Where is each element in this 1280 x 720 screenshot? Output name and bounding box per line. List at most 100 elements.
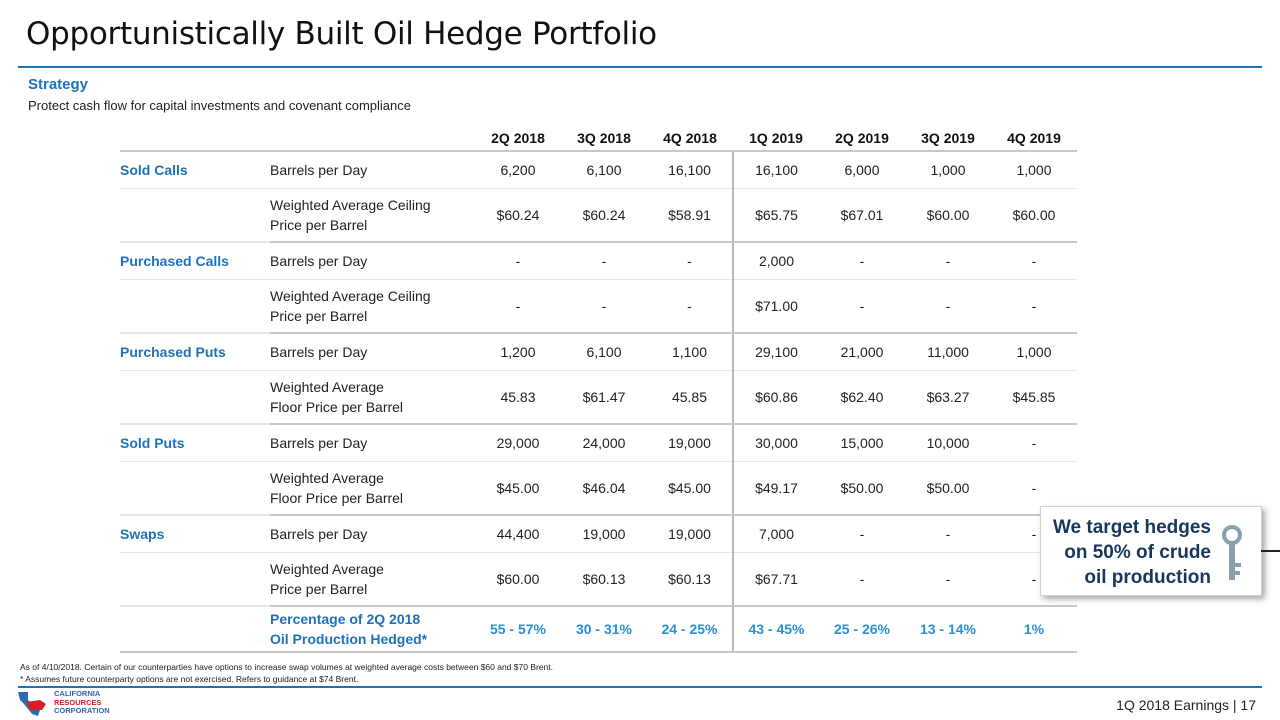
table-cell: $65.75	[732, 188, 819, 243]
category-label: Swaps	[120, 515, 270, 553]
footer-page-label: 1Q 2018 Earnings | 17	[1116, 697, 1256, 713]
footnote: As of 4/10/2018. Certain of our counterp…	[20, 662, 553, 672]
table-cell: $60.00	[905, 188, 991, 243]
table-cell: 1,000	[991, 151, 1077, 189]
table-cell: -	[819, 515, 905, 553]
table-row: Weighted Average Ceiling Price per Barrel…	[120, 279, 1077, 334]
table-cell: -	[905, 242, 991, 280]
hedge-table-body: Sold Calls Barrels per Day 6,200 6,100 16,10…	[120, 151, 1077, 653]
metric-line: Barrels per Day	[270, 162, 368, 178]
table-row: Purchased Puts Barrels per Day 1,200 6,100 1…	[120, 333, 1077, 371]
footnote: * Assumes future counterparty options ar…	[20, 674, 359, 684]
table-cell: -	[905, 515, 991, 553]
table-cell: 19,000	[647, 515, 733, 553]
table-cell: 6,000	[819, 151, 905, 189]
logo-line: CORPORATION	[54, 706, 110, 715]
table-cell: 21,000	[819, 333, 905, 371]
table-cell: 6,100	[561, 333, 647, 371]
table-cell: 6,100	[561, 151, 647, 189]
table-cell: $60.00	[475, 552, 561, 607]
metric-line: Price per Barrel	[270, 308, 368, 324]
table-cell: -	[991, 279, 1077, 334]
logo-line: RESOURCES	[54, 697, 102, 707]
table-cell: $49.17	[732, 461, 819, 516]
category-label	[120, 552, 270, 607]
metric-line: Price per Barrel	[270, 581, 368, 597]
table-cell: -	[991, 242, 1077, 280]
header-blank-metric	[270, 126, 475, 152]
category-label	[120, 461, 270, 516]
table-cell: $46.04	[561, 461, 647, 516]
metric-label: Weighted Average Ceiling Price per Barrel	[270, 279, 475, 334]
table-cell: 16,100	[732, 151, 819, 189]
table-row: Swaps Barrels per Day 44,400 19,000 19,000 7,…	[120, 515, 1077, 553]
hedge-table: 2Q 2018 3Q 2018 4Q 2018 1Q 2019 2Q 2019 …	[120, 126, 1077, 653]
callout-line: on 50% of crude	[1064, 542, 1211, 563]
title-divider	[18, 66, 1262, 68]
table-cell: 44,400	[475, 515, 561, 553]
table-row: Weighted Average Floor Price per Barrel $4…	[120, 461, 1077, 516]
table-cell: 29,100	[732, 333, 819, 371]
logo-line: CALIFORNIA	[54, 689, 101, 698]
table-cell: $60.24	[475, 188, 561, 243]
california-map-icon	[18, 692, 46, 716]
header-blank-category	[120, 126, 270, 152]
category-label: Sold Calls	[120, 151, 270, 189]
table-cell: 6,200	[475, 151, 561, 189]
percentage-cell: 25 - 26%	[819, 606, 905, 653]
table-cell: -	[647, 279, 733, 334]
table-cell: $50.00	[905, 461, 991, 516]
table-cell: $45.00	[647, 461, 733, 516]
table-cell: $58.91	[647, 188, 733, 243]
header-quarter: 1Q 2019	[733, 126, 819, 152]
company-logo: CALIFORNIA RESOURCES CORPORATION	[16, 689, 116, 718]
table-cell: $50.00	[819, 461, 905, 516]
header-quarter: 4Q 2019	[991, 126, 1077, 152]
table-cell: -	[475, 279, 561, 334]
table-cell: $60.13	[647, 552, 733, 607]
metric-line: Floor Price per Barrel	[270, 399, 404, 415]
table-cell: 1,100	[647, 333, 733, 371]
header-quarter: 3Q 2019	[905, 126, 991, 152]
table-cell: 45.85	[647, 370, 733, 425]
header-quarter: 3Q 2018	[561, 126, 647, 152]
table-cell: 10,000	[905, 424, 991, 462]
callout-line: We target hedges	[1052, 517, 1211, 538]
table-cell: 1,200	[475, 333, 561, 371]
metric-line: Barrels per Day	[270, 253, 368, 269]
table-cell: -	[991, 424, 1077, 462]
metric-line: Barrels per Day	[270, 344, 368, 360]
table-cell: $67.71	[732, 552, 819, 607]
table-cell: 2,000	[732, 242, 819, 280]
metric-label: Barrels per Day	[270, 515, 475, 553]
table-cell: -	[561, 242, 647, 280]
table-cell: 19,000	[647, 424, 733, 462]
percentage-cell: 55 - 57%	[475, 606, 561, 653]
table-cell: -	[475, 242, 561, 280]
strategy-heading: Strategy	[28, 76, 89, 93]
metric-label: Barrels per Day	[270, 424, 475, 462]
table-cell: $45.00	[475, 461, 561, 516]
table-cell: -	[819, 242, 905, 280]
table-cell: $60.86	[732, 370, 819, 425]
table-cell: 45.83	[475, 370, 561, 425]
percentage-cell: 30 - 31%	[561, 606, 647, 653]
percentage-label-line: Oil Production Hedged*	[270, 631, 428, 647]
table-cell: $71.00	[732, 279, 819, 334]
table-cell: 24,000	[561, 424, 647, 462]
table-header-row: 2Q 2018 3Q 2018 4Q 2018 1Q 2019 2Q 2019 …	[120, 126, 1077, 152]
metric-label: Weighted Average Price per Barrel	[270, 552, 475, 607]
table-cell: 1,000	[991, 333, 1077, 371]
percentage-label: Percentage of 2Q 2018 Oil Production Hedg…	[270, 606, 475, 653]
category-label: Purchased Calls	[120, 242, 270, 280]
table-cell: -	[905, 279, 991, 334]
table-cell: -	[905, 552, 991, 607]
header-quarter: 4Q 2018	[647, 126, 733, 152]
metric-line: Barrels per Day	[270, 526, 368, 542]
metric-line: Weighted Average	[270, 470, 384, 486]
table-row: Weighted Average Ceiling Price per Barrel…	[120, 188, 1077, 243]
strategy-subtitle: Protect cash flow for capital investment…	[28, 98, 411, 113]
category-label: Sold Puts	[120, 424, 270, 462]
table-row: Sold Calls Barrels per Day 6,200 6,100 16,10…	[120, 151, 1077, 189]
metric-line: Barrels per Day	[270, 435, 368, 451]
